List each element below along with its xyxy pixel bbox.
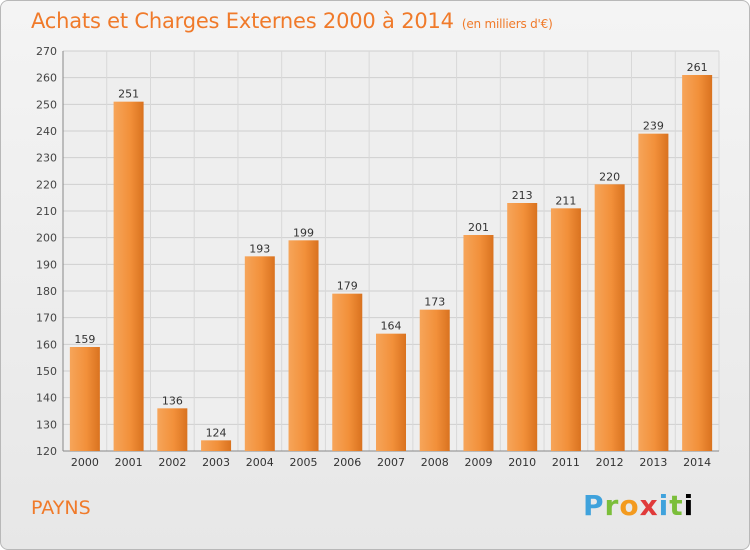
x-tick-label-2007: 2007 [377,456,405,469]
bar-2014 [682,75,713,451]
bar-2006 [332,293,363,451]
value-label-2005: 199 [293,226,314,239]
x-tick-label-2014: 2014 [683,456,711,469]
x-tick-label-2008: 2008 [421,456,449,469]
bar-2002 [157,408,188,451]
value-label-2007: 164 [381,320,402,333]
y-tick-label: 230 [36,152,57,165]
value-label-2013: 239 [643,120,664,133]
y-tick-label: 240 [36,125,57,138]
y-tick-label: 170 [36,312,57,325]
bar-2011 [550,208,581,451]
y-tick-label: 140 [36,392,57,405]
value-label-2010: 213 [512,189,533,202]
y-tick-label: 220 [36,178,57,191]
x-tick-label-2009: 2009 [464,456,492,469]
x-tick-label-2005: 2005 [290,456,318,469]
value-label-2004: 193 [249,242,270,255]
value-label-2006: 179 [337,280,358,293]
bar-2003 [201,440,232,451]
bar-2010 [507,203,538,451]
y-tick-label: 190 [36,258,57,271]
x-tick-label-2001: 2001 [115,456,143,469]
value-label-2000: 159 [74,333,95,346]
bar-2001 [113,101,144,452]
y-tick-label: 260 [36,72,57,85]
y-tick-label: 210 [36,205,57,218]
value-label-2003: 124 [206,426,227,439]
value-label-2014: 261 [687,61,708,74]
y-tick-label: 150 [36,365,57,378]
commune-name: PAYNS [31,497,91,519]
x-tick-label-2011: 2011 [552,456,580,469]
y-tick-label: 120 [36,445,57,458]
x-tick-label-2006: 2006 [333,456,361,469]
x-tick-label-2003: 2003 [202,456,230,469]
x-tick-label-2004: 2004 [246,456,274,469]
y-tick-label: 160 [36,338,57,351]
chart-title-text: Achats et Charges Externes 2000 à 2014 [31,9,454,33]
y-tick-label: 200 [36,232,57,245]
x-tick-label-2012: 2012 [596,456,624,469]
value-label-2012: 220 [599,170,620,183]
chart-title: Achats et Charges Externes 2000 à 2014 (e… [31,9,553,33]
y-tick-label: 250 [36,98,57,111]
y-tick-label: 180 [36,285,57,298]
y-tick-label: 130 [36,418,57,431]
bar-2013 [638,133,669,451]
x-tick-label-2013: 2013 [639,456,667,469]
value-label-2009: 201 [468,221,489,234]
x-tick-label-2002: 2002 [158,456,186,469]
bar-2007 [376,333,406,451]
proxiti-logo[interactable]: Proxiti [583,489,695,522]
bar-2012 [594,184,625,452]
x-tick-label-2010: 2010 [508,456,536,469]
y-tick-label: 270 [36,45,57,58]
bar-2005 [288,240,319,451]
bar-2009 [463,235,494,451]
bar-2000 [69,347,100,451]
bar-2008 [419,309,450,451]
bar-2004 [244,256,275,451]
value-label-2008: 173 [424,296,445,309]
value-label-2001: 251 [118,88,139,101]
x-tick-label-2000: 2000 [71,456,99,469]
value-label-2002: 136 [162,394,183,407]
value-label-2011: 211 [555,194,576,207]
chart-subtitle: (en milliers d'€) [461,17,553,31]
